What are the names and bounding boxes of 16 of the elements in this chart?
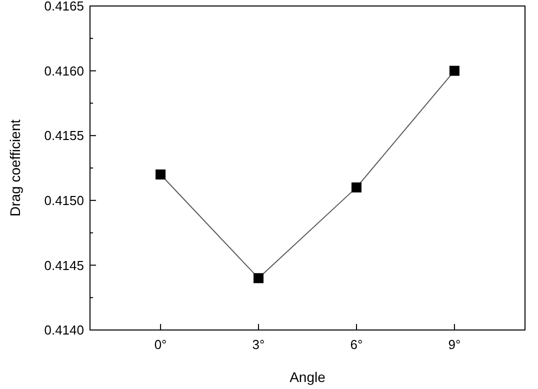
x-tick-label: 9° (448, 337, 461, 352)
y-tick-label: 0.4150 (44, 192, 84, 208)
y-tick-label: 0.4165 (44, 0, 84, 14)
x-axis-title: Angle (290, 369, 326, 385)
x-tick-label: 6° (350, 337, 363, 352)
x-tick-label: 0° (154, 337, 167, 352)
point (156, 169, 166, 180)
y-tick-label: 0.4155 (44, 128, 84, 144)
point (351, 182, 362, 192)
point (449, 66, 460, 76)
x-tick-label: 3° (252, 337, 265, 352)
y-axis-title: Drag coefficient (7, 119, 23, 217)
y-tick-label: 0.4140 (44, 322, 84, 338)
point (254, 273, 264, 284)
y-tick-label: 0.4160 (44, 63, 84, 78)
y-tick-label: 0.4145 (44, 258, 84, 273)
